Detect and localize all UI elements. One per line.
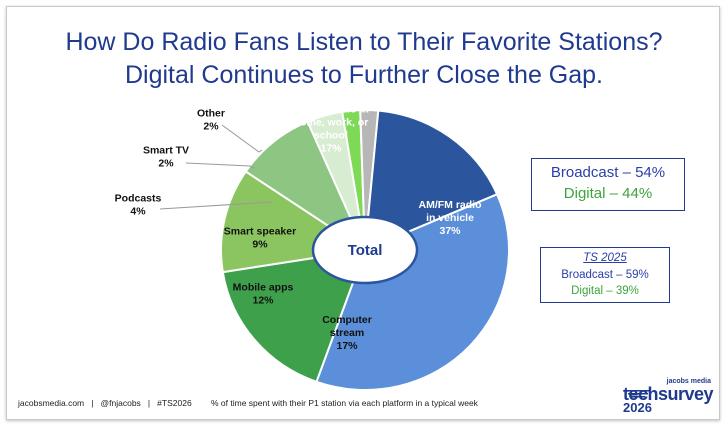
slice-label-0: AM/FM radio in vehicle 37% xyxy=(419,199,482,237)
leader-line-1 xyxy=(185,162,255,169)
slice-label-3: Smart speaker 9% xyxy=(224,226,296,251)
slice-label-4: AM/FM radio at home, work, or school 17% xyxy=(293,104,369,155)
logo-year-text: 2026 xyxy=(623,400,652,415)
logo-top-text: jacobs media xyxy=(666,378,711,385)
callout-label-0: Other 2% xyxy=(197,108,225,133)
callout-label-2: Podcasts 4% xyxy=(115,193,162,218)
footer-credits: jacobsmedia.com | @fnjacobs | #TS2026 xyxy=(18,398,192,408)
slice-label-1: Computer stream 17% xyxy=(322,314,372,352)
ts2025-digital: Digital – 39% xyxy=(571,285,639,297)
donut-slice-7 xyxy=(363,109,499,252)
summary-box: Broadcast – 54% Digital – 44% xyxy=(531,158,685,211)
callout-label-1: Smart TV 2% xyxy=(143,145,189,170)
leader-line-0 xyxy=(221,124,263,153)
slice-label-2: Mobile apps 12% xyxy=(233,282,294,307)
footer-note: % of time spent with their P1 station vi… xyxy=(211,398,478,408)
page-title: How Do Radio Fans Listen to Their Favori… xyxy=(0,26,728,92)
donut-center-hole xyxy=(311,215,419,285)
donut-slice-3 xyxy=(244,120,368,253)
ts2025-broadcast: Broadcast – 59% xyxy=(561,268,649,281)
donut-slice-1 xyxy=(221,248,367,384)
title-line-2: Digital Continues to Further Close the G… xyxy=(124,61,603,89)
leader-line-2 xyxy=(159,201,273,210)
techsurvey-logo: jacobs media techsurvey 2026 xyxy=(617,378,717,415)
title-line-1: How Do Radio Fans Listen to Their Favori… xyxy=(65,28,663,56)
summary-broadcast: Broadcast – 54% xyxy=(550,164,666,181)
ts2025-heading: TS 2025 xyxy=(583,252,627,264)
logo-swoosh-icon xyxy=(625,390,651,398)
donut-slice-0 xyxy=(315,192,511,392)
summary-digital: Digital – 44% xyxy=(563,185,653,202)
logo-main-text: techsurvey xyxy=(622,384,714,404)
ts2025-box: TS 2025 Broadcast – 59% Digital – 39% xyxy=(540,247,670,303)
donut-center-label: Total xyxy=(348,242,383,259)
